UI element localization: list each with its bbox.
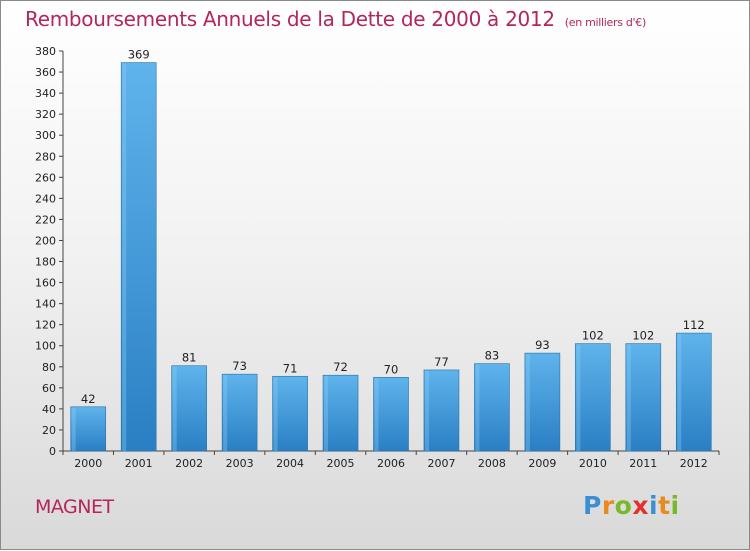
value-label: 71 — [283, 361, 298, 375]
bar — [474, 363, 510, 452]
y-tick-label: 40 — [42, 403, 56, 416]
bar — [70, 406, 107, 452]
bar-highlight — [374, 378, 379, 451]
bar — [272, 375, 308, 452]
y-tick-label: 60 — [42, 382, 56, 395]
bar — [575, 343, 611, 452]
value-label: 81 — [182, 351, 197, 365]
y-tick-label: 180 — [35, 256, 56, 269]
commune-name: MAGNET — [35, 496, 114, 518]
bar-highlight — [525, 354, 530, 451]
bar — [120, 62, 157, 452]
x-tick-label: 2002 — [175, 457, 203, 470]
x-tick-label: 2012 — [680, 457, 708, 470]
y-tick-label: 80 — [42, 361, 56, 374]
logo-letter: i — [649, 491, 659, 520]
value-label: 83 — [485, 349, 500, 363]
x-axis: 2000 2001 2002 2003 2004 2005 2006 2007 2008 2009… — [62, 450, 720, 470]
value-label: 369 — [128, 48, 150, 62]
logo-letter: r — [601, 491, 615, 520]
y-tick-label: 220 — [35, 213, 56, 226]
y-tick-label: 340 — [35, 87, 56, 100]
value-label: 112 — [683, 318, 705, 332]
bar — [423, 369, 460, 452]
bar-highlight — [626, 344, 631, 451]
bar-highlight — [273, 377, 278, 451]
proxiti-logo: Proxiti — [583, 491, 680, 520]
y-tick-label: 240 — [35, 192, 56, 205]
x-tick-label: 2011 — [629, 457, 657, 470]
y-tick-label: 260 — [35, 171, 56, 184]
logo-letter: i — [670, 491, 680, 520]
chart-title: Remboursements Annuels de la Dette de 20… — [25, 7, 646, 31]
value-label: 77 — [434, 355, 449, 369]
x-tick-label: 2001 — [125, 457, 153, 470]
x-tick-label: 2008 — [478, 457, 506, 470]
logo-letter: o — [614, 491, 633, 520]
x-tick-label: 2005 — [327, 457, 355, 470]
bar-highlight — [475, 364, 480, 451]
y-tick-label: 380 — [35, 45, 56, 58]
bar — [373, 377, 409, 452]
bar-highlight — [223, 375, 228, 451]
logo-letter: P — [583, 491, 602, 520]
x-tick-label: 2004 — [276, 457, 304, 470]
chart-unit: (en milliers d'€) — [564, 16, 646, 29]
y-tick-label: 160 — [35, 277, 56, 290]
bar-highlight — [324, 376, 329, 451]
value-label: 42 — [81, 392, 96, 406]
value-label: 102 — [632, 329, 654, 343]
y-tick-label: 120 — [35, 319, 56, 332]
bar — [171, 365, 207, 452]
y-tick-label: 280 — [35, 150, 56, 163]
chart-title-text: Remboursements Annuels de la Dette de 20… — [25, 7, 555, 31]
y-tick-label: 100 — [35, 340, 56, 353]
value-label: 102 — [582, 329, 604, 343]
bars-group — [70, 62, 712, 452]
bar — [524, 352, 561, 452]
value-label: 93 — [535, 338, 550, 352]
value-labels: 42 369 81 73 71 72 70 77 83 93 102 102 112 — [81, 48, 705, 406]
bar — [221, 373, 258, 452]
x-tick-label: 2003 — [226, 457, 254, 470]
y-axis: 0 20 40 60 80 100 120 140 160 180 200 220 240 260 280 3… — [35, 45, 64, 458]
bar-highlight — [122, 63, 127, 451]
bar-highlight — [677, 334, 682, 451]
x-tick-label: 2009 — [528, 457, 556, 470]
bar-highlight — [576, 344, 581, 451]
y-tick-label: 300 — [35, 129, 56, 142]
y-tick-label: 0 — [49, 445, 56, 458]
logo-letter: t — [658, 491, 671, 520]
x-tick-label: 2010 — [579, 457, 607, 470]
value-label: 70 — [384, 362, 399, 376]
x-tick-label: 2006 — [377, 457, 405, 470]
y-tick-label: 320 — [35, 108, 56, 121]
bar — [625, 343, 662, 452]
y-tick-label: 140 — [35, 298, 56, 311]
y-tick-label: 360 — [35, 66, 56, 79]
bar — [675, 332, 712, 452]
y-tick-label: 20 — [42, 424, 56, 437]
value-label: 72 — [333, 360, 348, 374]
y-tick-label: 200 — [35, 234, 56, 247]
bar — [322, 374, 359, 452]
bar-highlight — [71, 407, 76, 451]
value-label: 73 — [232, 359, 247, 373]
x-tick-label: 2000 — [74, 457, 102, 470]
logo-letter: x — [632, 491, 649, 520]
x-tick-label: 2007 — [427, 457, 455, 470]
bar-highlight — [424, 370, 429, 451]
bar-highlight — [172, 366, 177, 451]
